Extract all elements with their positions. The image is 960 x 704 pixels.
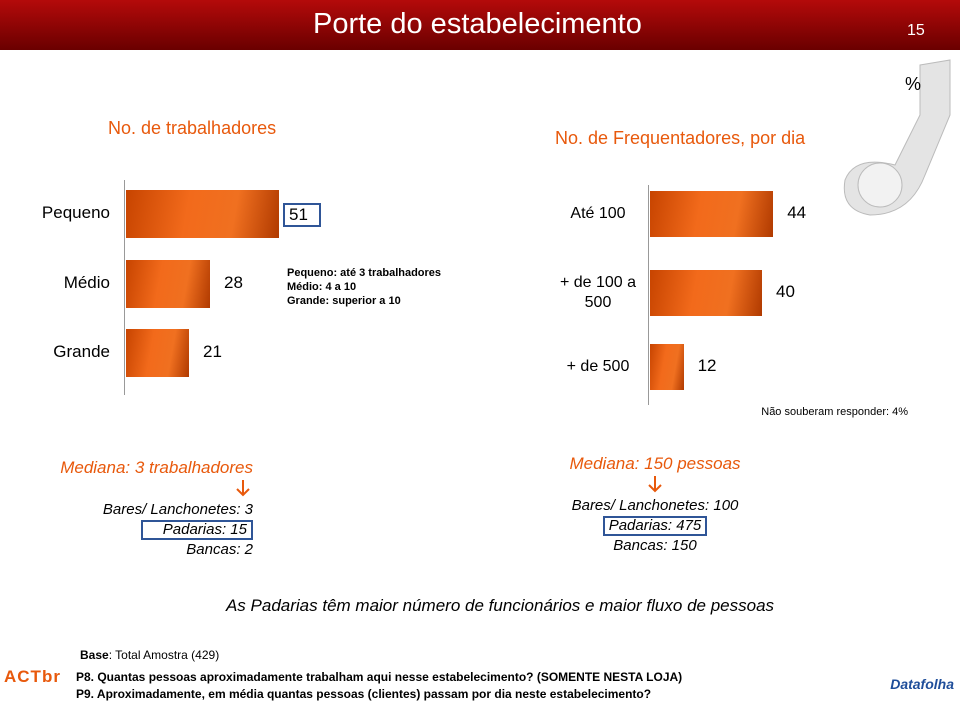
bar	[650, 191, 774, 237]
value-label: 40	[776, 282, 795, 301]
category-label: Grande	[53, 342, 110, 361]
median-line: Bancas: 150	[613, 537, 697, 554]
chart-title: No. de trabalhadores	[108, 118, 277, 138]
value-label: 51	[283, 203, 321, 227]
bar	[650, 344, 684, 390]
bar	[650, 270, 762, 316]
median-row: Bares/ Lanchonetes: 3	[60, 500, 253, 520]
arrow	[60, 478, 253, 500]
bar	[126, 329, 189, 377]
value-label: 28	[224, 273, 243, 292]
legend-line: Médio: 4 a 10	[287, 281, 357, 293]
category-label: + de 500	[566, 358, 630, 375]
median-block: Mediana: 150 pessoas Bares/ Lanchonetes: …	[555, 454, 755, 556]
legend-line: Grande: superior a 10	[287, 295, 401, 307]
logo: Datafolha	[890, 676, 954, 692]
median-line: Bares/ Lanchonetes: 100	[571, 497, 739, 514]
page-number: 15	[907, 22, 925, 39]
median-line: Bancas: 2	[186, 541, 253, 558]
bar	[126, 260, 210, 308]
median-block: Mediana: 3 trabalhadores Bares/ Lanchonet…	[60, 458, 253, 560]
base-note: Base: Total Amostra (429)	[80, 648, 219, 662]
category-label: + de 100 a 500	[559, 274, 637, 311]
size-legend: Pequeno: até 3 trabalhadores Médio: 4 a …	[287, 266, 441, 308]
slide-title: Porte do estabelecimento	[313, 8, 642, 40]
median-line: Bares/ Lanchonetes: 3	[102, 501, 253, 518]
unit-label: %	[905, 74, 922, 94]
axis-line	[124, 180, 125, 395]
arrow	[555, 474, 755, 496]
legend-line: Pequeno: até 3 trabalhadores	[287, 267, 442, 279]
question: P9. Aproximadamente, em média quantas pe…	[76, 687, 652, 701]
no-answer-note: Não souberam responder: 4%	[761, 406, 908, 418]
category-label: Pequeno	[41, 203, 110, 222]
bar	[126, 190, 279, 238]
median-line: Padarias: 475	[602, 516, 708, 536]
category-label: Até 100	[570, 205, 626, 222]
base-text: : Total Amostra (429)	[108, 648, 220, 662]
logo: ACTbr	[4, 667, 61, 686]
median-row: Bancas: 2	[60, 540, 253, 560]
cigarette-decoration	[843, 59, 951, 216]
conclusion: As Padarias têm maior número de funcioná…	[225, 596, 775, 615]
median-heading: Mediana: 3 trabalhadores	[60, 458, 253, 477]
header-bar	[0, 0, 960, 50]
median-line: Padarias: 15	[140, 520, 253, 540]
axis-line	[648, 185, 649, 405]
value-label: 44	[787, 203, 807, 222]
median-row: Padarias: 15	[60, 520, 253, 540]
median-row: Padarias: 475	[555, 516, 755, 536]
median-heading: Mediana: 150 pessoas	[569, 454, 741, 473]
value-label: 21	[203, 342, 222, 361]
question: P8. Quantas pessoas aproximadamente trab…	[76, 670, 683, 684]
value-label: 12	[697, 356, 717, 375]
chart-title: No. de Frequentadores, por dia	[555, 128, 806, 148]
base-label: Base	[80, 648, 109, 662]
median-row: Bares/ Lanchonetes: 100	[555, 496, 755, 516]
category-label: Médio	[63, 273, 110, 292]
median-row: Bancas: 150	[555, 536, 755, 556]
